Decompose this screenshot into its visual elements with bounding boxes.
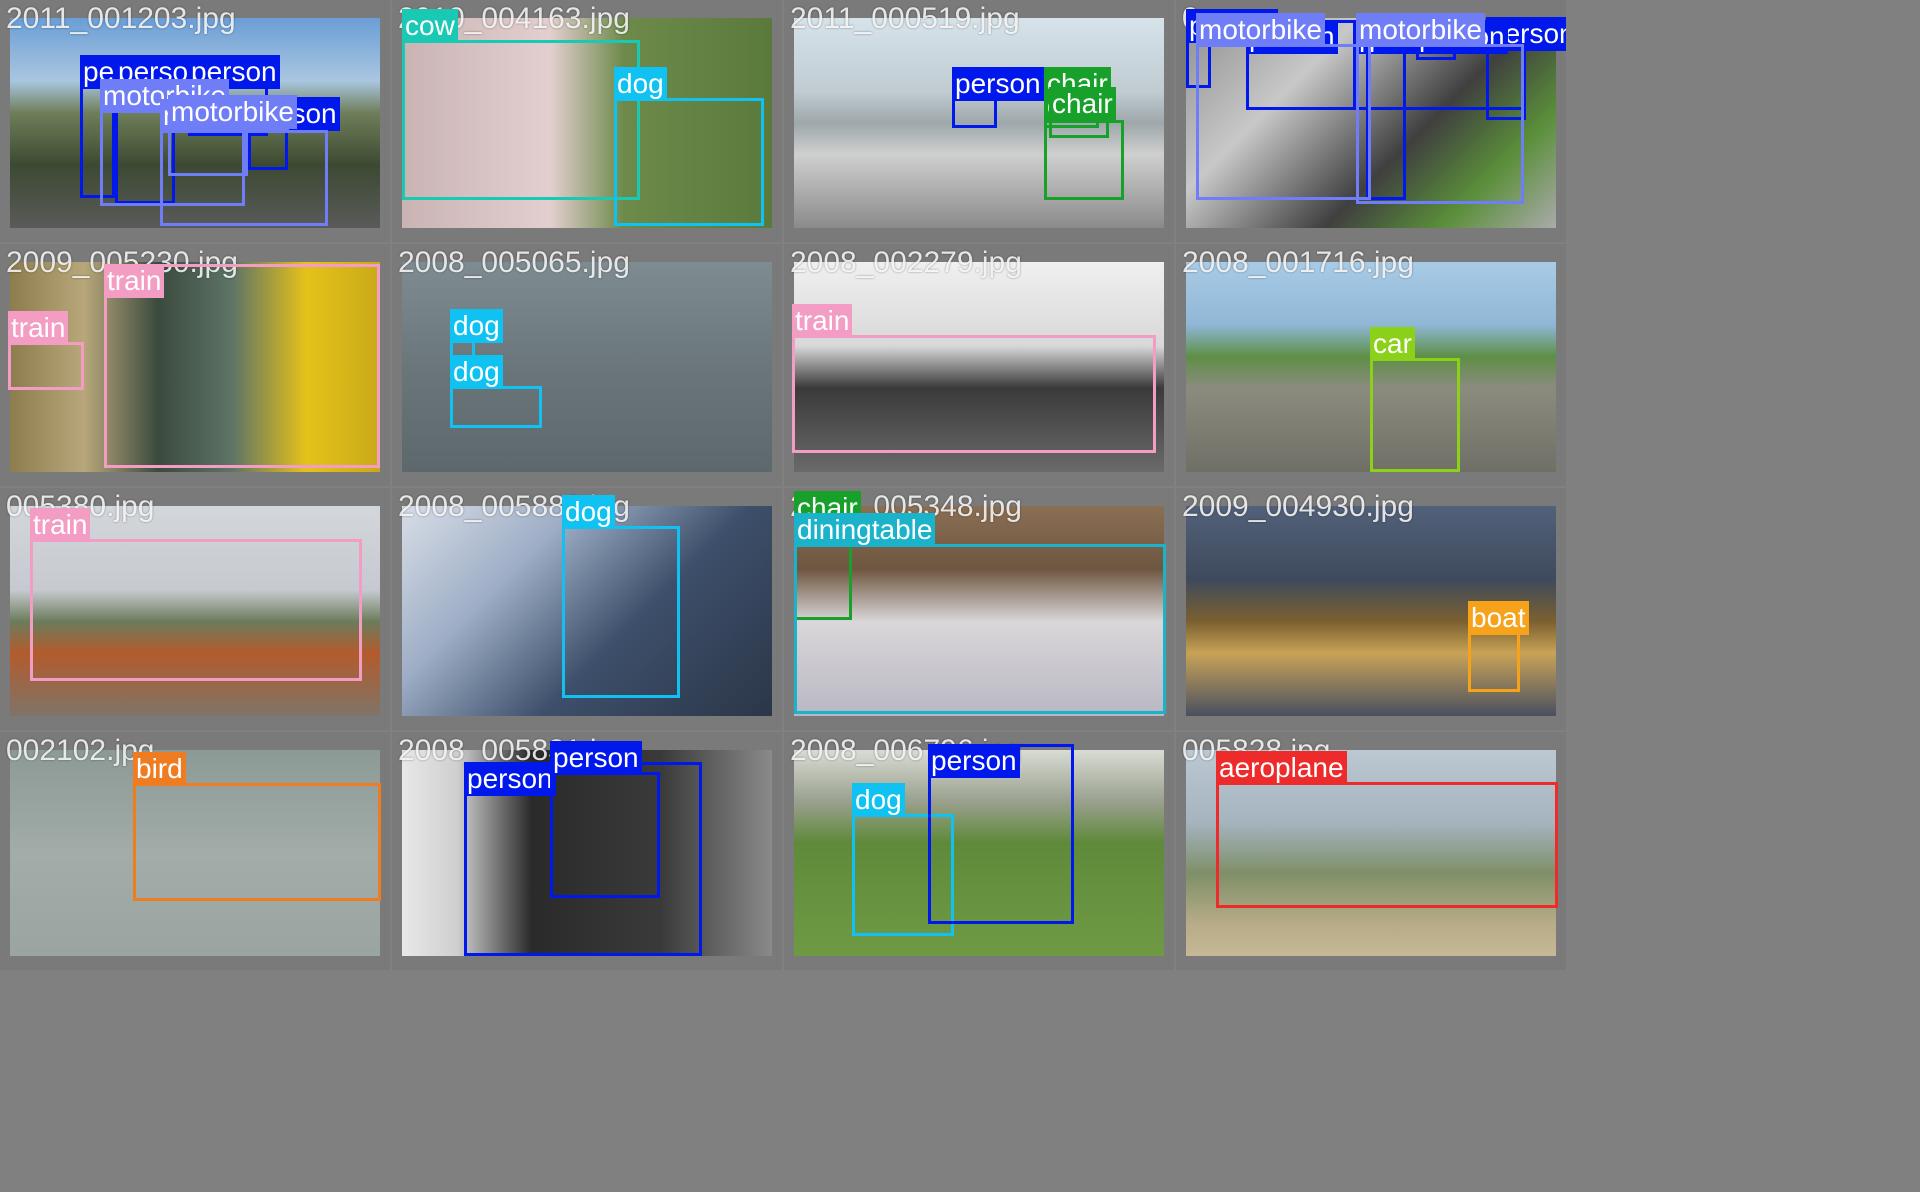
bounding-box-car: car: [1370, 327, 1460, 472]
filename-label: 2008_001716.jpg: [1182, 246, 1414, 279]
photo: [402, 18, 772, 228]
class-label: dog: [852, 783, 905, 817]
bounding-box-person: person: [928, 744, 1074, 924]
class-label: person: [550, 741, 642, 775]
bounding-box-motorbike: motorbike: [168, 95, 297, 176]
photo: [402, 506, 772, 716]
image-tile: 005828.jpgaeroplane: [1176, 732, 1566, 970]
class-label: cow: [402, 9, 458, 43]
class-label: bird: [133, 752, 186, 786]
filename-label: 002102.jpg: [6, 734, 155, 767]
bounding-box-train: train: [792, 304, 1156, 453]
photo: [402, 750, 772, 956]
class-label: train: [30, 508, 91, 542]
class-label: boat: [1468, 601, 1529, 635]
bounding-box-person: person: [550, 741, 660, 898]
bounding-box-train: train: [30, 508, 362, 681]
class-label: chair: [1049, 87, 1116, 121]
image-tile: 2011_000519.jpgpersonchairchairchair: [784, 0, 1174, 242]
image-tile: 2010_004163.jpg cow dog: [392, 0, 782, 242]
bounding-box-dog: dog: [450, 355, 542, 428]
bounding-box-aeroplane: aeroplane: [1216, 751, 1558, 908]
photo: [10, 262, 380, 472]
bounding-box-cow: cow: [402, 9, 640, 200]
class-label: dog: [562, 495, 615, 529]
image-tile: 2008_005348.jpg chair diningtable: [784, 488, 1174, 730]
class-label: dog: [450, 355, 503, 389]
class-label: dog: [450, 309, 503, 343]
class-label: train: [104, 264, 165, 298]
image-tile: 2008_006796.jpg dog person: [784, 732, 1174, 970]
filename-label: 2008_002279.jpg: [790, 246, 1022, 279]
filename-label: 2008_005065.jpg: [398, 246, 630, 279]
image-tile: 2009_005230.jpg train train: [0, 244, 390, 486]
bounding-box-dog: dog: [614, 67, 764, 226]
class-label: dog: [614, 67, 667, 101]
filename-label: 2009_004930.jpg: [1182, 490, 1414, 523]
photo: [794, 18, 1164, 228]
bounding-box-bird: bird: [133, 752, 381, 901]
bounding-box-motorbike: motorbike: [1356, 13, 1524, 204]
class-label: aeroplane: [1216, 751, 1347, 785]
bounding-box-diningtable: diningtable: [794, 513, 1166, 714]
class-label: person: [464, 762, 556, 796]
image-tile: 2011_001203.jpgpersonpersonpersonpersonm…: [0, 0, 390, 242]
filename-label: 2011_001203.jpg: [6, 2, 236, 35]
bounding-box-boat: boat: [1468, 601, 1529, 692]
image-tile: 005380.jpg train: [0, 488, 390, 730]
image-tile: 002102.jpg bird: [0, 732, 390, 970]
bounding-box-train: train: [104, 264, 380, 468]
bounding-box-dog: dog: [852, 783, 954, 936]
class-label: person: [928, 744, 1020, 778]
bounding-box-motorbike: motorbike: [1196, 13, 1371, 200]
bounding-box-dog: dog: [562, 495, 680, 698]
class-label: motorbike: [1356, 13, 1485, 47]
bounding-box-person: person: [952, 67, 1044, 128]
filename-label: 2011_000519.jpg: [790, 2, 1020, 35]
bounding-box-train: train: [8, 311, 84, 390]
class-label: car: [1370, 327, 1415, 361]
class-label: train: [8, 311, 69, 345]
class-label: person: [952, 67, 1044, 101]
image-tile: 2008_005831.jpg person person: [392, 732, 782, 970]
image-tile: 2008_005883.jpg dog: [392, 488, 782, 730]
class-label: train: [792, 304, 853, 338]
bounding-box-chair: chair: [1049, 87, 1116, 138]
photo: [794, 262, 1164, 472]
class-label: motorbike: [1196, 13, 1325, 47]
class-label: diningtable: [794, 513, 936, 547]
class-label: motorbike: [168, 95, 297, 129]
image-tile: 0personpersonpersonpersonpersonpersonmot…: [1176, 0, 1566, 242]
